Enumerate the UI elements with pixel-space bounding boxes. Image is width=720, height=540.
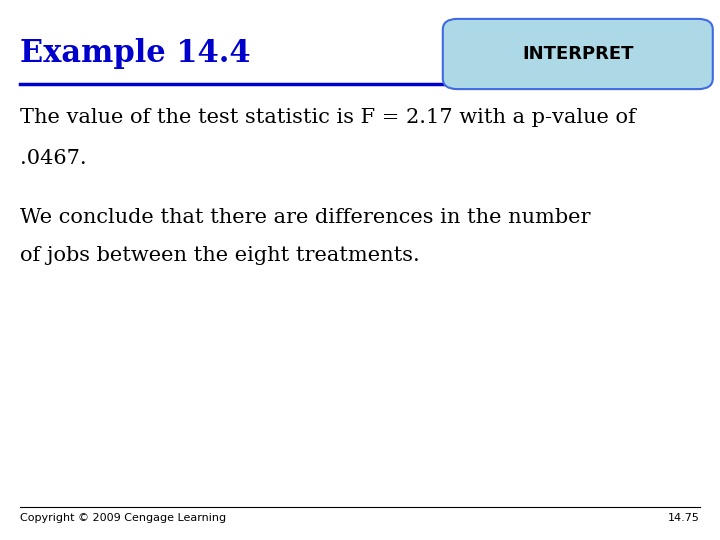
Text: INTERPRET: INTERPRET (522, 45, 634, 63)
Text: Copyright © 2009 Cengage Learning: Copyright © 2009 Cengage Learning (20, 513, 226, 523)
Text: 14.75: 14.75 (668, 513, 700, 523)
Text: Example 14.4: Example 14.4 (20, 38, 251, 69)
Text: The value of the test statistic is F = 2.17 with a p-value of: The value of the test statistic is F = 2… (20, 108, 636, 127)
Text: .0467.: .0467. (20, 148, 87, 167)
Text: We conclude that there are differences in the number: We conclude that there are differences i… (20, 208, 590, 227)
FancyBboxPatch shape (443, 19, 713, 89)
Text: of jobs between the eight treatments.: of jobs between the eight treatments. (20, 246, 420, 265)
